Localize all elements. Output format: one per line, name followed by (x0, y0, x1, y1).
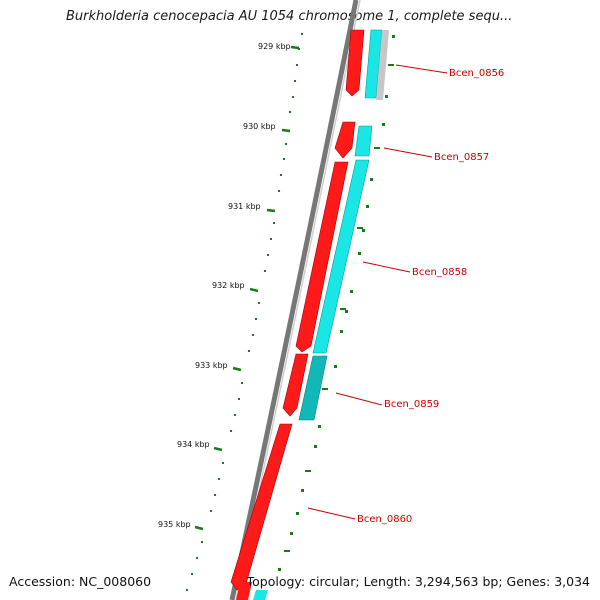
accession-text: Accession: NC_008060 (9, 574, 152, 589)
gene-callouts (307, 64, 448, 520)
pseudo-bcen-0856 (376, 30, 389, 100)
tick-label-933: 933 kbp (195, 361, 228, 370)
backbone-outer (229, 0, 359, 600)
tick-label-930: 930 kbp (243, 122, 276, 131)
tick-label-931: 931 kbp (228, 202, 261, 211)
gene-features[interactable] (230, 29, 389, 600)
cds-bcen-0859[interactable] (282, 353, 309, 417)
rna-bcen-0859[interactable] (298, 355, 328, 421)
cds-bcen-0857[interactable] (334, 121, 356, 159)
tick-label-932: 932 kbp (212, 281, 245, 290)
rna-bcen-0856[interactable] (364, 29, 383, 99)
cds-bcen-0858[interactable] (295, 161, 349, 353)
ruler-labels: 929 kbp 930 kbp 931 kbp 932 kbp 933 kbp … (158, 42, 291, 529)
ruler-major-ticks (194, 45, 300, 531)
rna-bcen-0858[interactable] (312, 159, 370, 354)
tick-label-934: 934 kbp (177, 440, 210, 449)
genome-summary-text: Topology: circular; Length: 3,294,563 bp… (246, 574, 590, 589)
map-title: Burkholderia cenocepacia AU 1054 chromos… (66, 9, 513, 24)
tick-label-929: 929 kbp (258, 42, 291, 51)
outer-ticks (278, 35, 395, 571)
gene-label-bcen-0857[interactable]: Bcen_0857 (434, 152, 489, 163)
tick-label-935: 935 kbp (158, 520, 191, 529)
gene-label-bcen-0860[interactable]: Bcen_0860 (357, 514, 412, 525)
cds-bcen-0856[interactable] (345, 29, 365, 97)
cds-next (236, 582, 252, 600)
rna-next (253, 590, 268, 600)
ruler-minor-ticks (186, 33, 303, 591)
gene-label-bcen-0859[interactable]: Bcen_0859 (384, 399, 439, 410)
gene-label-bcen-0858[interactable]: Bcen_0858 (412, 267, 467, 278)
rna-bcen-0857[interactable] (354, 125, 373, 157)
gene-label-bcen-0856[interactable]: Bcen_0856 (449, 68, 504, 79)
gene-labels[interactable]: Bcen_0856 Bcen_0857 Bcen_0858 Bcen_0859 … (357, 68, 504, 525)
